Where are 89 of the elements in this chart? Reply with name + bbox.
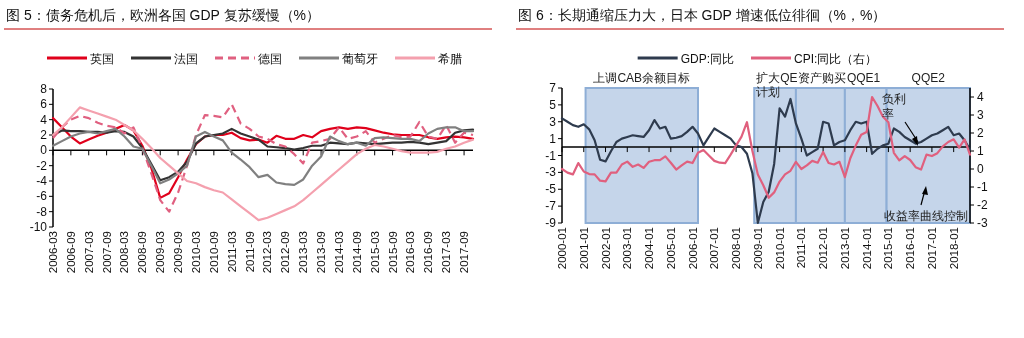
x-tick-label: 2006-03 <box>47 231 59 274</box>
annotation: 收益率曲线控制 <box>884 186 968 223</box>
x-tick-label: 2016-01 <box>904 227 917 270</box>
x-tick-label: 2013-03 <box>297 231 310 274</box>
legend-label: 德国 <box>258 51 282 66</box>
y-tick-label: -3 <box>545 165 557 180</box>
y-tick-label: 7 <box>549 81 557 95</box>
x-tick-label: 2008-01 <box>730 227 743 270</box>
chart-title: 图 6：长期通缩压力大，日本 GDP 增速低位徘徊（%，%） <box>518 7 887 23</box>
y2-tick-label: 3 <box>977 108 984 122</box>
x-tick-label: 2011-09 <box>243 231 256 273</box>
x-tick-label: 2001-01 <box>577 227 590 270</box>
y-tick-label: 2 <box>40 128 48 142</box>
y-tick-label: -4 <box>36 174 48 188</box>
x-tick-label: 2013-09 <box>315 231 328 274</box>
x-tick-label: 2010-09 <box>207 231 220 274</box>
x-tick-label: 2015-09 <box>386 231 399 274</box>
y-tick-label: 4 <box>40 112 48 127</box>
y-tick-label: 6 <box>40 97 48 112</box>
legend-label: 英国 <box>90 51 114 66</box>
y-tick-label: -1 <box>545 148 557 163</box>
band-label: 扩大QE资产购买计划 <box>756 71 846 99</box>
x-tick-label: 2017-09 <box>458 231 471 274</box>
y2-tick-label: -2 <box>977 198 988 212</box>
y-tick-label: -9 <box>545 216 557 230</box>
annotation: 负利率 <box>882 92 919 146</box>
y-tick-label: 3 <box>549 114 557 129</box>
x-tick-label: 2006-01 <box>686 227 699 270</box>
y-tick-label: -2 <box>36 158 48 173</box>
band: 上调CAB余额目标 <box>584 71 699 224</box>
y2-tick-label: -3 <box>977 216 988 230</box>
x-tick-label: 2014-03 <box>332 231 345 274</box>
x-tick-label: 2012-09 <box>279 231 292 274</box>
x-tick-label: 2007-01 <box>708 227 721 270</box>
band: 扩大QE资产购买计划 <box>753 71 846 224</box>
x-tick-label: 2013-01 <box>838 227 851 270</box>
y2-tick-label: 4 <box>977 90 984 104</box>
x-tick-label: 2006-09 <box>64 231 77 274</box>
x-tick-label: 2009-01 <box>751 227 764 270</box>
x-tick-label: 2003-01 <box>621 227 634 270</box>
y2-tick-label: 0 <box>977 162 984 176</box>
x-tick-label: 2016-03 <box>404 231 417 274</box>
x-tick-label: 2012-01 <box>817 227 830 270</box>
x-tick-label: 2014-09 <box>350 231 363 274</box>
x-tick-label: 2014-01 <box>860 227 873 270</box>
x-tick-label: 2017-01 <box>925 227 938 270</box>
x-tick-label: 2011-01 <box>795 227 808 269</box>
x-tick-label: 2007-09 <box>100 231 113 274</box>
y-tick-label: 1 <box>549 131 557 146</box>
y-tick-label: -6 <box>36 189 48 204</box>
x-tick-label: 2015-01 <box>882 227 895 270</box>
x-tick-label: 2010-01 <box>773 227 786 270</box>
y-tick-label: -7 <box>545 199 557 214</box>
x-tick-label: 2017-03 <box>440 231 453 274</box>
x-tick-label: 2002-01 <box>599 227 612 270</box>
legend-label: 葡萄牙 <box>342 51 378 66</box>
legend-label: GDP:同比 <box>680 51 734 66</box>
x-tick-label: 2009-03 <box>154 231 167 274</box>
legend-label: 法国 <box>174 51 198 66</box>
x-tick-label: 2009-09 <box>172 231 185 274</box>
annotation: 收益率曲线控制 <box>884 209 968 223</box>
band-label: 上调CAB余额目标 <box>593 71 691 85</box>
y2-tick-label: 1 <box>977 144 984 158</box>
x-tick-label: 2000-01 <box>556 227 568 270</box>
annotation: 负利率 <box>882 92 906 121</box>
y-tick-label: -5 <box>545 182 557 197</box>
y-tick-label: 8 <box>40 82 48 96</box>
x-tick-label: 2008-03 <box>118 231 131 274</box>
y-tick-label: -8 <box>36 204 48 219</box>
x-tick-label: 2015-03 <box>368 231 381 274</box>
band-label: QQE1 <box>846 71 881 85</box>
x-tick-label: 2012-03 <box>261 231 274 274</box>
x-tick-label: 2011-03 <box>225 231 238 273</box>
x-tick-label: 2005-01 <box>664 227 677 270</box>
x-tick-label: 2007-03 <box>82 231 95 274</box>
y-tick-label: 0 <box>40 143 48 158</box>
y-tick-label: -10 <box>29 220 48 234</box>
chart-title: 图 5：债务危机后，欧洲各国 GDP 复苏缓慢（%） <box>6 7 320 23</box>
legend-label: 希腊 <box>438 51 462 66</box>
x-tick-label: 2016-09 <box>422 231 435 274</box>
x-tick-label: 2018-01 <box>947 227 960 270</box>
y2-tick-label: -1 <box>977 180 988 194</box>
x-tick-label: 2010-03 <box>189 231 202 274</box>
y-tick-label: 5 <box>549 97 557 112</box>
band-label: QQE2 <box>911 71 946 85</box>
x-tick-label: 2008-09 <box>136 231 149 274</box>
x-tick-label: 2004-01 <box>643 227 656 270</box>
y2-tick-label: 2 <box>977 126 984 140</box>
legend-label: CPI:同比（右） <box>794 51 878 66</box>
